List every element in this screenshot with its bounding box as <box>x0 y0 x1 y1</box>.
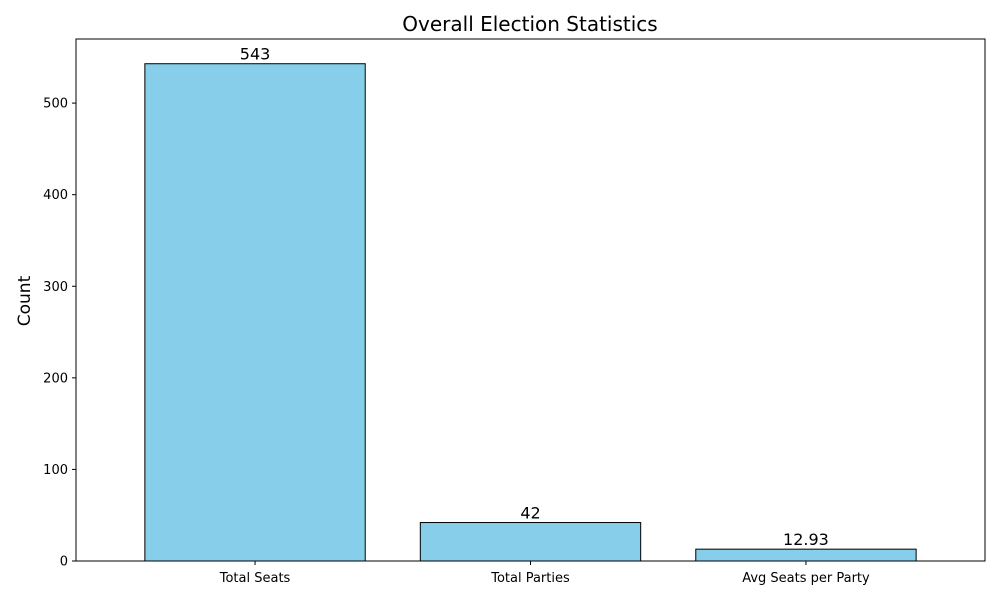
y-tick-label: 100 <box>43 463 68 478</box>
bar-1 <box>419 522 642 562</box>
chart-title: Overall Election Statistics <box>402 12 657 36</box>
y-tick-label: 0 <box>60 555 68 570</box>
data-label: 42 <box>520 504 540 523</box>
y-tick-label: 200 <box>43 371 68 386</box>
bar-2 <box>695 548 917 562</box>
y-tick-label: 400 <box>43 188 68 203</box>
y-axis: 0 100 200 300 400 500 <box>43 97 76 570</box>
data-labels: 543 42 12.93 <box>240 45 829 549</box>
x-tick-label: Total Parties <box>490 571 570 586</box>
x-tick-label: Total Seats <box>219 571 291 586</box>
x-axis: Total Seats Total Parties Avg Seats per Pa… <box>219 561 870 586</box>
plot-frame <box>75 38 986 562</box>
bar-0 <box>144 63 366 562</box>
bars-group <box>144 63 917 562</box>
data-label: 543 <box>240 45 271 64</box>
y-axis-label: Count <box>15 275 35 326</box>
y-tick-label: 500 <box>43 97 68 112</box>
data-label: 12.93 <box>783 530 829 549</box>
x-tick-label: Avg Seats per Party <box>742 571 870 586</box>
y-tick-label: 300 <box>43 280 68 295</box>
